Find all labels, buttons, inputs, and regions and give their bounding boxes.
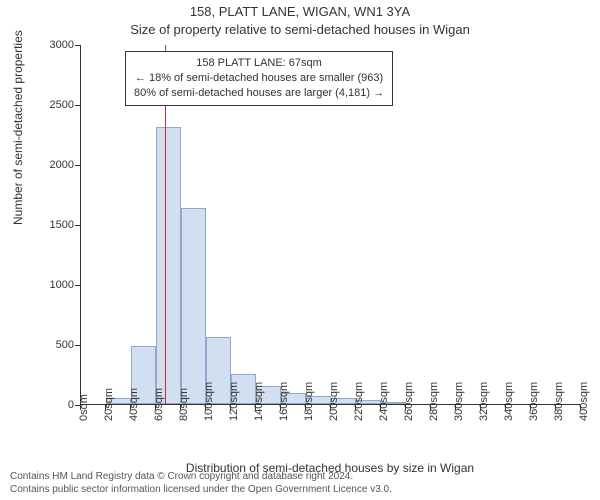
y-tick-label: 1000 [34,279,74,291]
annotation-line: 158 PLATT LANE: 67sqm [134,56,384,71]
y-axis-label: Number of semi-detached properties [11,30,25,225]
y-tick-label: 2000 [34,159,74,171]
chart-title-sub: Size of property relative to semi-detach… [0,22,600,37]
y-tick-label: 1500 [34,219,74,231]
annotation-line: ← 18% of semi-detached houses are smalle… [134,71,384,86]
annotation-line: 80% of semi-detached houses are larger (… [134,86,384,101]
y-tick-label: 3000 [34,39,74,51]
plot-area: 158 PLATT LANE: 67sqm← 18% of semi-detac… [80,45,580,405]
y-tick-mark [75,285,80,286]
footer-line-1: Contains HM Land Registry data © Crown c… [10,471,392,484]
y-tick-label: 2500 [34,99,74,111]
histogram-bar [156,127,181,404]
chart-title-main: 158, PLATT LANE, WIGAN, WN1 3YA [0,4,600,19]
y-tick-mark [75,345,80,346]
y-tick-mark [75,225,80,226]
y-tick-label: 500 [34,339,74,351]
y-tick-label: 0 [34,399,74,411]
footer-line-2: Contains public sector information licen… [10,484,392,497]
footer-attribution: Contains HM Land Registry data © Crown c… [10,471,392,496]
annotation-box: 158 PLATT LANE: 67sqm← 18% of semi-detac… [125,51,393,106]
y-tick-mark [75,105,80,106]
y-tick-mark [75,165,80,166]
chart-container: 158, PLATT LANE, WIGAN, WN1 3YA Size of … [0,0,600,500]
histogram-bar [181,208,206,404]
y-tick-mark [75,45,80,46]
